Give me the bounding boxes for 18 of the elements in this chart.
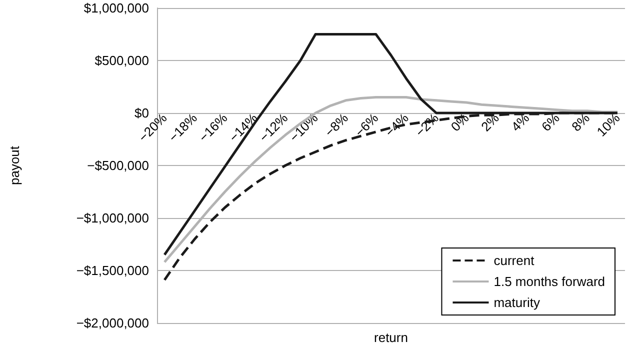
y-tick-label: −$500,000 [87,158,149,173]
x-tick-label: −8% [322,110,352,140]
x-axis-title: return [374,330,408,345]
x-tick-label: 4% [508,110,532,134]
legend-label: current [494,253,535,268]
legend-label: maturity [494,295,540,310]
x-tick-label: 6% [538,110,563,134]
y-tick-label: −$2,000,000 [76,316,149,330]
legend-label: 1.5 months forward [494,274,606,289]
y-tick-label: −$1,000,000 [76,210,149,226]
y-tick-label: −$1,500,000 [76,263,149,278]
x-tick-label: 8% [568,110,593,134]
y-axis-title: payout [7,146,22,186]
y-tick-label: $1,000,000 [84,0,149,16]
x-tick-label: 2% [478,110,502,134]
y-tick-label: $500,000 [94,53,149,68]
x-tick-label: 0% [448,110,472,134]
x-tick-label: −6% [352,110,382,140]
